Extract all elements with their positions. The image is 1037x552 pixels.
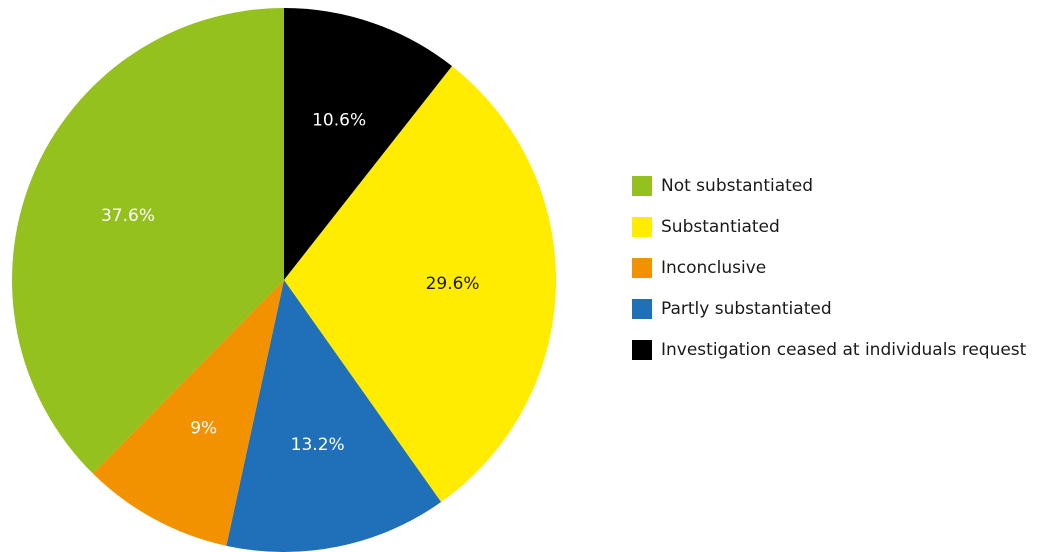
pie-data-label: 10.6% — [312, 111, 366, 131]
legend-item-partly-substantiated: Partly substantiated — [632, 288, 1026, 329]
pie-slice-partly-substantiated — [226, 280, 442, 552]
legend-label: Not substantiated — [661, 175, 814, 196]
legend-item-substantiated: Substantiated — [632, 206, 1026, 247]
pie-slice-inconclusive — [92, 280, 284, 546]
pie-slice-substantiated — [284, 66, 556, 503]
legend-item-not-substantiated: Not substantiated — [632, 165, 1026, 206]
legend-swatch — [632, 339, 652, 360]
legend-item-inconclusive: Inconclusive — [632, 247, 1026, 288]
legend-swatch — [632, 175, 652, 196]
legend: Not substantiated Substantiated Inconclu… — [632, 165, 1026, 370]
pie-data-label: 9% — [190, 418, 217, 438]
legend-label: Inconclusive — [661, 257, 767, 278]
pie-slice-not-substantiated — [12, 8, 285, 474]
pie-data-label: 13.2% — [291, 435, 345, 455]
legend-label: Investigation ceased at individuals requ… — [661, 339, 1027, 360]
pie-data-label: 37.6% — [101, 206, 155, 226]
legend-swatch — [632, 257, 652, 278]
legend-label: Partly substantiated — [661, 298, 832, 319]
legend-label: Substantiated — [661, 216, 780, 237]
legend-swatch — [632, 216, 652, 237]
pie-slice-investigation-ceased-at-individuals-request — [284, 8, 453, 280]
legend-swatch — [632, 298, 652, 319]
pie-data-label: 29.6% — [426, 274, 480, 294]
legend-item-investigation-ceased: Investigation ceased at individuals requ… — [632, 329, 1026, 370]
pie-chart: 10.6% 29.6% 13.2% 9% 37.6% — [12, 8, 556, 552]
